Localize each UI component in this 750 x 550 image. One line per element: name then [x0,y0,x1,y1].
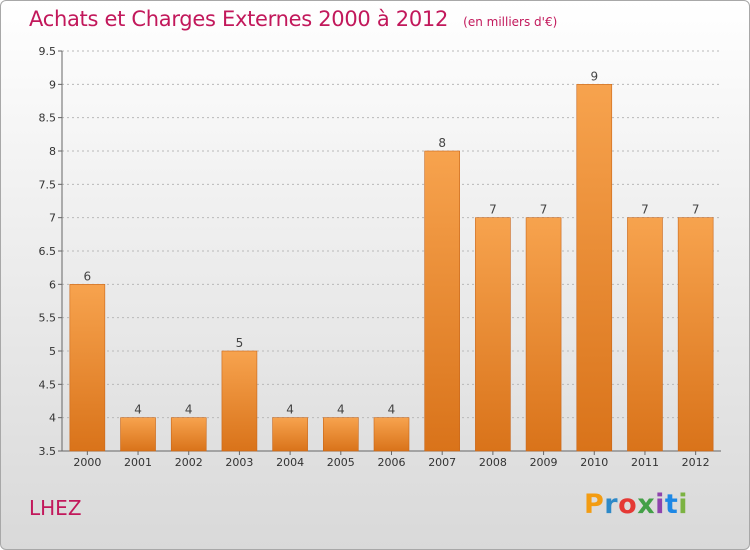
data-label: 4 [185,403,193,417]
proxiti-logo[interactable]: Proxiti [584,489,688,520]
y-tick-label: 5.5 [39,312,57,325]
data-label: 4 [337,403,345,417]
y-tick-label: 7.5 [39,178,57,191]
y-tick-label: 9.5 [39,45,57,58]
bars [69,84,714,452]
grid-lines [62,50,721,419]
logo-letter: r [604,489,619,520]
x-tick-label: 2007 [428,456,456,469]
data-label: 7 [540,203,548,217]
x-tick-label: 2011 [631,456,659,469]
logo-letter: P [584,489,605,520]
bar [69,284,106,452]
y-tick-label: 4 [49,412,56,425]
bar [120,417,156,452]
y-tick-label: 9 [49,78,56,91]
logo-letter: x [637,489,656,520]
x-tick-label: 2008 [479,456,507,469]
y-tick-label: 3.5 [39,445,57,458]
bar [475,217,511,452]
bar [272,417,308,452]
bar [323,417,359,452]
x-tick-label: 2009 [530,456,558,469]
logo-letter: i [655,489,665,520]
data-label: 7 [692,203,700,217]
data-label: 4 [286,403,294,417]
y-tick-label: 8.5 [39,112,57,125]
data-label: 4 [134,403,142,417]
data-label: 6 [84,269,92,283]
y-tick-label: 7 [49,212,56,225]
data-label: 5 [236,336,244,350]
bar [373,417,410,452]
x-tick-label: 2006 [378,456,406,469]
x-tick-label: 2005 [327,456,355,469]
chart-title: Achats et Charges Externes 2000 à 2012 [29,7,449,31]
data-label: 8 [438,136,446,150]
logo-letter: o [618,489,638,520]
chart-unit: (en milliers d'€) [463,15,558,29]
title-row: Achats et Charges Externes 2000 à 2012 (… [29,7,557,31]
bar [677,217,714,452]
bar [221,350,258,452]
labels: 3.5 4 4.5 5 5.5 6 6.5 7 7.5 8 8.5 9 9.5 6 2000 4 2001 4 20… [39,45,710,469]
y-tick-label: 6.5 [39,245,57,258]
bar [576,84,613,452]
x-tick-label: 2010 [580,456,608,469]
bar [525,217,562,452]
x-tick-label: 2000 [73,456,101,469]
bar [627,217,663,452]
axes [58,50,721,455]
logo-letter: i [678,489,689,520]
x-tick-label: 2004 [276,456,304,469]
town-name: LHEZ [29,496,82,520]
bar [424,150,460,452]
x-tick-label: 2012 [682,456,710,469]
bar [170,417,207,452]
data-label: 7 [489,203,497,217]
y-tick-label: 5 [49,345,56,358]
data-label: 9 [590,69,598,83]
data-label: 7 [641,203,649,217]
x-tick-label: 2002 [175,456,203,469]
y-tick-label: 6 [49,278,56,291]
x-tick-label: 2001 [124,456,152,469]
x-tick-label: 2003 [225,456,253,469]
y-tick-label: 4.5 [39,378,57,391]
data-label: 4 [388,403,396,417]
logo-letter: t [664,489,679,520]
y-tick-label: 8 [49,145,56,158]
